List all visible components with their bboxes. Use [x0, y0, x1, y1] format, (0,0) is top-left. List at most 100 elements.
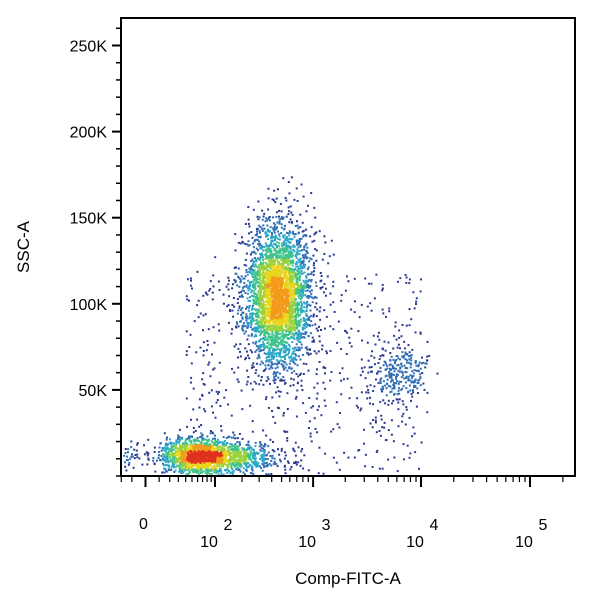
event-dot [177, 453, 180, 456]
event-dot [301, 221, 304, 224]
event-dot [276, 363, 279, 366]
event-dot [197, 462, 200, 465]
event-dot [272, 216, 274, 219]
event-dot [127, 463, 130, 466]
event-dot [247, 440, 250, 443]
event-dot [256, 232, 259, 235]
event-dot [296, 251, 299, 254]
event-dot [243, 462, 246, 465]
event-dot [280, 277, 283, 280]
event-dot [285, 284, 288, 287]
event-dot [283, 225, 286, 228]
event-dot [276, 264, 278, 267]
event-dot [256, 257, 259, 260]
event-dot [274, 296, 277, 299]
event-dot [254, 457, 257, 460]
event-dot [257, 465, 259, 467]
event-dot [274, 290, 276, 292]
event-dot [271, 308, 274, 311]
event-dot [279, 274, 281, 277]
event-dot [255, 279, 258, 282]
event-dot [296, 248, 299, 251]
event-dot [306, 268, 309, 271]
event-dot [261, 323, 264, 326]
event-dot [274, 239, 276, 242]
event-dot [272, 273, 275, 276]
event-dot [265, 329, 268, 332]
event-dot [223, 440, 226, 442]
event-dot [241, 317, 244, 320]
event-dot [253, 265, 256, 268]
event-dot [201, 465, 204, 468]
event-dot [303, 320, 306, 322]
event-dot [260, 284, 263, 287]
event-dot [198, 454, 201, 457]
event-dot [297, 227, 300, 230]
event-dot [248, 458, 251, 461]
event-dot [244, 459, 247, 462]
event-dot [186, 467, 188, 470]
event-dot [258, 340, 261, 343]
event-dot [280, 356, 283, 359]
event-dot [310, 226, 313, 229]
event-dot [179, 457, 182, 460]
event-dot [294, 255, 297, 257]
event-dot [303, 248, 306, 251]
event-dot [135, 449, 138, 452]
event-dot [306, 280, 309, 283]
event-dot [280, 341, 283, 344]
event-dot [189, 450, 191, 453]
event-dot [187, 447, 190, 450]
event-dot [293, 274, 296, 277]
event-dot [252, 246, 255, 249]
event-dot [205, 468, 208, 471]
event-dot [264, 454, 267, 457]
event-dot [197, 448, 199, 451]
event-dot [292, 284, 295, 287]
event-dot [302, 326, 305, 329]
event-dot [257, 200, 260, 203]
event-dot [248, 287, 251, 290]
event-dot [297, 313, 300, 316]
event-dot [255, 297, 257, 299]
event-dot [310, 273, 313, 276]
event-dot [243, 285, 246, 288]
event-dot [298, 349, 301, 352]
event-dot [286, 231, 288, 234]
event-dot [259, 243, 262, 245]
event-dot [202, 450, 205, 453]
event-dot [188, 470, 191, 473]
event-dot [165, 451, 168, 454]
event-dot [172, 463, 175, 466]
event-dot [251, 466, 253, 469]
event-dot [286, 299, 289, 302]
event-dot [170, 448, 173, 451]
event-dot [273, 462, 276, 465]
event-dot [178, 467, 181, 470]
event-dot [262, 261, 265, 264]
event-dot [241, 236, 243, 239]
event-dot [296, 323, 299, 326]
event-dot [292, 329, 295, 332]
event-dot [257, 243, 260, 246]
event-dot [279, 460, 282, 463]
event-dot [203, 458, 206, 461]
event-dot [274, 307, 277, 310]
event-dot [282, 306, 284, 309]
event-dot [280, 316, 283, 319]
event-dot [294, 268, 297, 270]
event-dot [243, 264, 246, 266]
event-dot [278, 235, 281, 238]
event-dot [295, 279, 298, 282]
event-dot [294, 308, 297, 311]
event-dot [281, 310, 284, 313]
event-dot [238, 295, 241, 298]
event-dot [254, 286, 257, 289]
event-dot [266, 246, 269, 249]
event-dot [275, 327, 278, 330]
event-dot [204, 471, 207, 474]
event-dot [231, 468, 234, 471]
event-dot [252, 280, 255, 283]
event-dot [264, 231, 267, 234]
